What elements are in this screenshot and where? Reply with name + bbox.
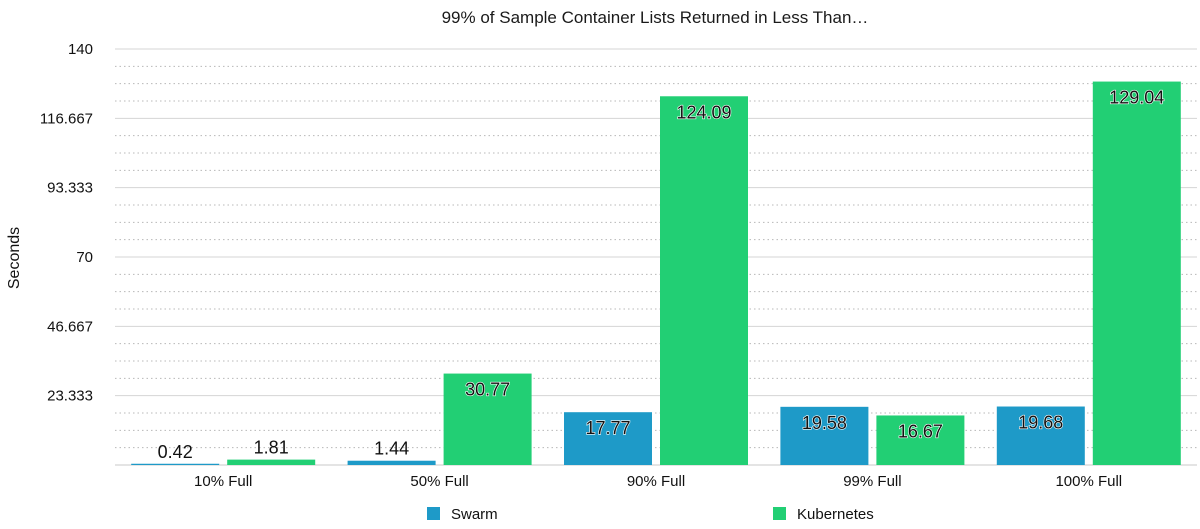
- legend-swatch-kubernetes: [773, 507, 786, 520]
- x-tick-label: 10% Full: [194, 473, 252, 490]
- data-label: 129.04: [1109, 88, 1164, 108]
- y-axis-ticks: 23.333 46.667 70 93.333 116.667 140: [40, 41, 93, 405]
- bar-kubernetes: [443, 373, 532, 465]
- legend-label-kubernetes: Kubernetes: [797, 506, 874, 523]
- bar-swarm: [347, 460, 436, 465]
- x-tick-label: 90% Full: [627, 473, 685, 490]
- y-tick-label: 116.667: [40, 110, 93, 127]
- y-axis-title: Seconds: [6, 227, 23, 289]
- data-label: 16.67: [898, 421, 943, 441]
- bar-kubernetes: [227, 459, 316, 465]
- y-tick-label: 23.333: [47, 388, 93, 405]
- x-tick-label: 50% Full: [410, 473, 468, 490]
- x-axis-ticks: 10% Full 50% Full 90% Full 99% Full 100% Ful…: [194, 473, 1122, 490]
- data-label: 17.77: [585, 418, 630, 438]
- bar-kubernetes: [876, 415, 965, 465]
- x-tick-label: 100% Full: [1055, 473, 1122, 490]
- data-label: 124.09: [676, 102, 731, 122]
- grid-lines: [115, 48, 1197, 466]
- y-tick-label: 140: [68, 41, 93, 58]
- bar-kubernetes: [660, 96, 748, 466]
- x-tick-label: 99% Full: [843, 473, 901, 490]
- bars: [131, 81, 1181, 466]
- data-label: 19.58: [802, 413, 847, 433]
- data-label: 0.42: [158, 442, 193, 462]
- legend-swatch-swarm: [427, 507, 440, 520]
- y-tick-label: 46.667: [47, 318, 93, 335]
- data-label: 1.81: [254, 438, 289, 458]
- bar-swarm: [996, 406, 1085, 465]
- y-tick-label: 93.333: [47, 180, 93, 197]
- data-labels: 0.42 1.81 1.44 30.77 17.77 124.09 19.58 16.67 19…: [158, 87, 1165, 462]
- bar-swarm: [564, 412, 652, 465]
- data-label: 1.44: [374, 439, 409, 459]
- y-tick-label: 70: [76, 249, 93, 266]
- legend: Swarm Kubernetes: [427, 506, 874, 523]
- data-label: 30.77: [465, 380, 510, 400]
- bar-swarm: [780, 406, 869, 465]
- bar-swarm: [131, 463, 220, 465]
- data-label: 19.68: [1018, 413, 1063, 433]
- bar-kubernetes: [1092, 81, 1181, 465]
- chart-title: 99% of Sample Container Lists Returned i…: [442, 8, 869, 27]
- legend-label-swarm: Swarm: [451, 506, 498, 523]
